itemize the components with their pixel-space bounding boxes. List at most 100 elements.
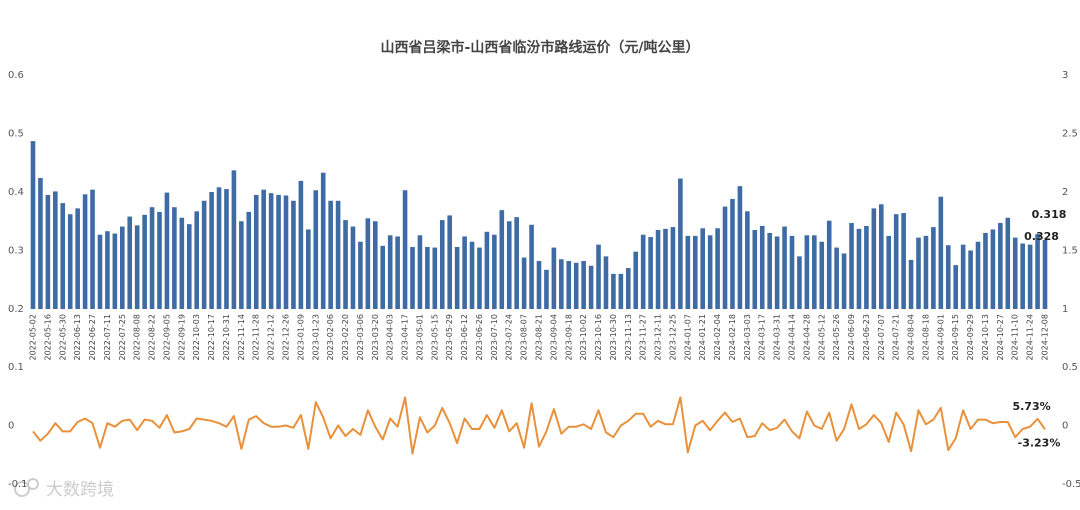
- x-tick-label: 2024-11-24: [1026, 314, 1035, 361]
- bar: [410, 246, 415, 309]
- y-tick-label: 0: [8, 421, 14, 432]
- bar: [878, 204, 884, 309]
- bar: [164, 192, 170, 309]
- x-tick-label: 2024-05-12: [817, 314, 826, 361]
- bar: [313, 190, 319, 309]
- bar: [759, 225, 765, 309]
- bar: [588, 265, 594, 309]
- x-tick-label: 2022-08-22: [148, 314, 157, 361]
- bar: [253, 194, 259, 309]
- x-tick-label: 2022-05-16: [43, 314, 52, 361]
- x-tick-label: 2023-08-07: [520, 314, 529, 361]
- bar: [834, 247, 839, 309]
- bar: [923, 235, 929, 309]
- bar: [350, 226, 356, 309]
- x-tick-label: 2023-05-29: [445, 314, 454, 361]
- x-tick-label: 2024-02-18: [728, 314, 737, 361]
- y2-tick-label: 2.5: [1062, 129, 1078, 140]
- watermark-icon: [27, 478, 39, 490]
- x-tick-label: 2022-10-17: [207, 314, 216, 361]
- bar: [439, 220, 445, 309]
- x-tick-label: 2022-06-27: [88, 314, 97, 361]
- x-tick-label: 2022-07-11: [103, 314, 112, 361]
- x-tick-label: 2024-09-29: [966, 314, 975, 361]
- bar: [417, 235, 423, 309]
- x-tick-label: 2024-03-31: [773, 314, 782, 361]
- x-tick-label: 2024-08-04: [907, 314, 916, 361]
- bar: [960, 244, 966, 309]
- bar: [239, 221, 244, 309]
- x-tick-label: 2023-05-15: [430, 314, 439, 361]
- x-tick-label: 2023-02-06: [326, 314, 335, 361]
- bar: [678, 178, 683, 309]
- x-tick-label: 2024-02-04: [713, 314, 722, 361]
- x-tick-label: 2024-09-01: [936, 314, 945, 361]
- y-tick-label: 0.6: [8, 70, 24, 81]
- bar: [826, 220, 832, 309]
- bar: [618, 273, 624, 309]
- bar: [60, 203, 66, 309]
- bar: [945, 245, 951, 309]
- x-tick-label: 2022-09-19: [177, 314, 186, 361]
- x-tick-label: 2024-09-15: [951, 314, 960, 361]
- x-tick-label: 2024-03-03: [743, 314, 752, 361]
- bar: [454, 246, 460, 309]
- bar: [871, 208, 877, 309]
- y-tick-label: 0.1: [8, 362, 24, 373]
- bar: [261, 189, 266, 309]
- bar: [365, 218, 371, 309]
- bar: [521, 257, 527, 309]
- x-tick-label: 2023-08-21: [535, 314, 544, 361]
- y-tick-label: 0.5: [8, 129, 24, 140]
- bar: [67, 214, 73, 309]
- x-tick-label: 2024-01-21: [698, 314, 707, 361]
- bar: [551, 247, 557, 309]
- bar: [700, 228, 706, 309]
- bar: [715, 228, 720, 309]
- y2-tick-label: 1: [1062, 304, 1068, 315]
- y-tick-label: 0.2: [8, 304, 24, 315]
- x-tick-label: 2024-11-10: [1011, 314, 1020, 361]
- x-tick-label: 2023-09-18: [564, 314, 573, 361]
- bar: [998, 223, 1003, 309]
- data-label: 0.318: [1032, 208, 1067, 221]
- bar: [246, 211, 252, 309]
- bar: [506, 221, 512, 309]
- bar: [335, 200, 341, 309]
- bar: [864, 225, 869, 309]
- bar: [685, 235, 691, 309]
- bar: [856, 228, 862, 309]
- x-tick-label: 2024-04-14: [788, 314, 797, 361]
- x-tick-label: 2024-10-27: [996, 314, 1005, 361]
- bar: [975, 241, 981, 309]
- x-tick-label: 2024-05-26: [832, 314, 841, 361]
- bar: [931, 227, 936, 309]
- bar: [82, 194, 88, 309]
- bar: [797, 256, 802, 309]
- bar: [908, 259, 914, 309]
- x-tick-label: 2022-05-30: [58, 314, 67, 361]
- bar: [849, 223, 854, 309]
- bar: [1005, 217, 1011, 309]
- bar: [640, 234, 646, 309]
- bar: [812, 235, 817, 309]
- bar: [201, 200, 207, 309]
- bar: [670, 227, 676, 309]
- y2-tick-label: 0: [1062, 421, 1068, 432]
- x-tick-label: 2024-10-13: [981, 314, 990, 361]
- x-tick-label: 2023-10-16: [594, 314, 603, 361]
- bar: [105, 231, 110, 309]
- bar: [499, 210, 505, 309]
- bar: [633, 251, 639, 309]
- x-tick-label: 2024-04-28: [802, 314, 811, 361]
- bar: [901, 213, 906, 309]
- bar: [663, 228, 668, 309]
- x-tick-label: 2023-10-02: [579, 314, 588, 361]
- x-tick-label: 2024-07-07: [877, 314, 886, 361]
- bar: [358, 241, 363, 309]
- y2-tick-label: 2: [1062, 187, 1068, 198]
- bar: [172, 207, 177, 309]
- bar: [893, 214, 899, 309]
- x-tick-label: 2022-08-08: [133, 314, 142, 361]
- bar: [559, 259, 564, 309]
